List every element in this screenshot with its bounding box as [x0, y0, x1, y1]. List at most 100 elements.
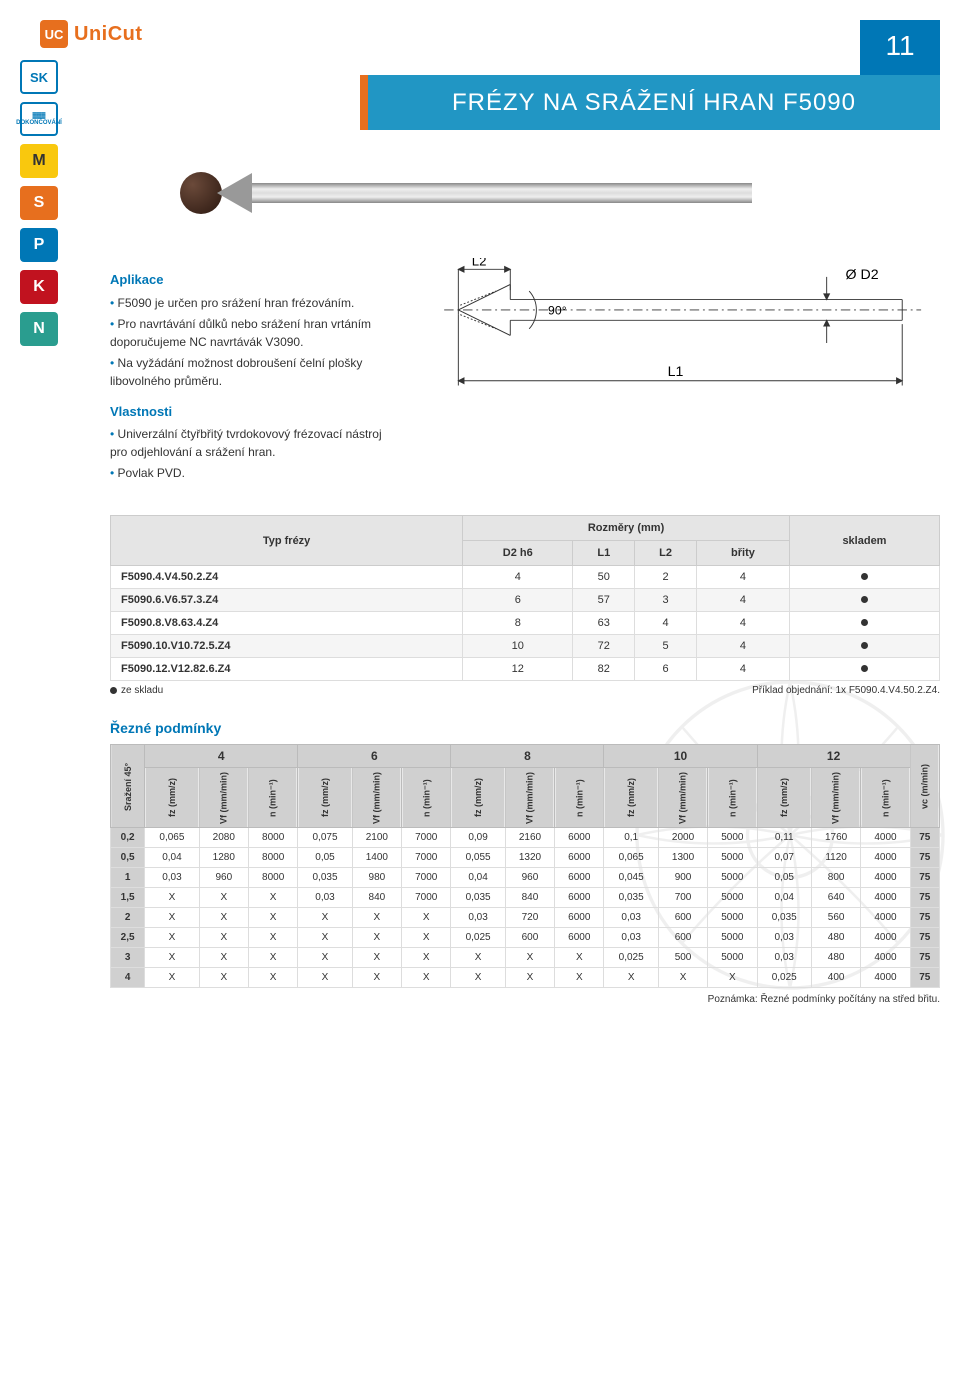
cut-cell: X [298, 948, 352, 968]
cut-cell: 5000 [708, 908, 757, 928]
cut-cell: 1300 [658, 848, 707, 868]
cut-cell: 840 [352, 888, 401, 908]
cell-value: 3 [635, 589, 697, 612]
badge-sk: SK [20, 60, 58, 94]
cut-cell: 840 [505, 888, 554, 908]
cell-value: 4 [697, 589, 790, 612]
cut-cell: 4000 [861, 948, 910, 968]
cut-sub-header: fz (mm/z) [757, 768, 811, 828]
cell-value: 4 [697, 658, 790, 681]
tool-side-view [252, 183, 752, 203]
cut-cell: X [199, 888, 248, 908]
table-row: F5090.12.V12.82.6.Z4128264 [111, 658, 940, 681]
application-item: F5090 je určen pro srážení hran frézován… [110, 294, 390, 312]
cell-stock [789, 566, 939, 589]
cut-cell: 0,04 [451, 868, 505, 888]
cell-value: 8 [463, 612, 573, 635]
badge-s: S [20, 186, 58, 220]
cut-cell: 0,065 [145, 828, 199, 848]
cut-cell: 560 [811, 908, 860, 928]
cut-diameter-header: 10 [604, 745, 757, 768]
cut-diameter-header: 4 [145, 745, 298, 768]
cut-cell: 640 [811, 888, 860, 908]
cut-sub-header: n (min⁻¹) [248, 768, 297, 828]
cell-value: 10 [463, 635, 573, 658]
cut-sub-header: Vf (mm/min) [658, 768, 707, 828]
cut-cell: X [555, 968, 604, 988]
application-item: Na vyžádání možnost dobroušení čelní plo… [110, 354, 390, 390]
cut-cell: 1120 [811, 848, 860, 868]
cut-cell: 400 [811, 968, 860, 988]
cut-sub-header: fz (mm/z) [298, 768, 352, 828]
property-item: Povlak PVD. [110, 464, 390, 482]
cut-cell: 2080 [199, 828, 248, 848]
cut-diameter-header: 8 [451, 745, 604, 768]
cut-cell: 0,03 [604, 908, 658, 928]
note-example: Příklad objednání: 1x F5090.4.V4.50.2.Z4… [752, 685, 940, 696]
cut-vc-cell: 75 [910, 888, 939, 908]
cut-cell: 0,045 [604, 868, 658, 888]
cell-stock [789, 612, 939, 635]
table-row: F5090.6.V6.57.3.Z465734 [111, 589, 940, 612]
tool-tip-view [180, 172, 222, 214]
cell-type: F5090.6.V6.57.3.Z4 [111, 589, 463, 612]
cut-cell: X [248, 968, 297, 988]
badge-p: P [20, 228, 58, 262]
col-stock: skladem [789, 516, 939, 566]
brand-name: UniCut [74, 23, 143, 46]
cut-cell: 0,025 [451, 928, 505, 948]
cut-sub-header: Vf (mm/min) [199, 768, 248, 828]
properties-heading: Vlastnosti [110, 402, 390, 422]
cut-sub-header: n (min⁻¹) [555, 768, 604, 828]
cut-cell: 5000 [708, 868, 757, 888]
cut-cell: 6000 [555, 848, 604, 868]
cell-value: 72 [573, 635, 635, 658]
application-text: Aplikace F5090 je určen pro srážení hran… [110, 258, 390, 485]
cut-diameter-header: 12 [757, 745, 910, 768]
cut-cell: X [145, 888, 199, 908]
cut-cell: 7000 [402, 828, 451, 848]
cut-cell: 0,04 [757, 888, 811, 908]
cell-stock [789, 589, 939, 612]
property-item: Univerzální čtyřbřitý tvrdokovový frézov… [110, 425, 390, 461]
cut-cell: 1320 [505, 848, 554, 868]
cut-cell: X [145, 908, 199, 928]
cut-cell: 0,035 [604, 888, 658, 908]
cut-cell: X [505, 968, 554, 988]
table-row: F5090.4.V4.50.2.Z445024 [111, 566, 940, 589]
cut-cell: X [298, 928, 352, 948]
cut-cell: 0,03 [757, 948, 811, 968]
cut-row-label: 1,5 [111, 888, 145, 908]
cut-cell: X [451, 968, 505, 988]
cut-cell: X [505, 948, 554, 968]
cut-cell: X [199, 968, 248, 988]
cut-sub-header: fz (mm/z) [604, 768, 658, 828]
table-row: 10,0396080000,03598070000,0496060000,045… [111, 868, 940, 888]
dimensions-table: Typ frézy Rozměry (mm) skladem D2 h6L1L2… [110, 515, 940, 681]
cut-row-head: Sražení 45° [111, 745, 145, 828]
cut-cell: 0,035 [757, 908, 811, 928]
cut-cell: X [402, 968, 451, 988]
cutting-conditions-title: Řezné podmínky [110, 720, 940, 736]
cell-type: F5090.12.V12.82.6.Z4 [111, 658, 463, 681]
cell-type: F5090.8.V8.63.4.Z4 [111, 612, 463, 635]
cut-sub-header: fz (mm/z) [145, 768, 199, 828]
cut-cell: 600 [658, 928, 707, 948]
cut-cell: 4000 [861, 868, 910, 888]
dim-col-header: D2 h6 [463, 541, 573, 566]
cut-cell: 800 [811, 868, 860, 888]
cut-cell: X [555, 948, 604, 968]
cut-sub-header: Vf (mm/min) [352, 768, 401, 828]
cut-vc-cell: 75 [910, 908, 939, 928]
cell-value: 4 [697, 612, 790, 635]
cut-cell: 700 [658, 888, 707, 908]
cut-cell: 720 [505, 908, 554, 928]
application-item: Pro navrtávání důlků nebo srážení hran v… [110, 315, 390, 351]
dim-col-header: L1 [573, 541, 635, 566]
cut-cell: 0,03 [757, 928, 811, 948]
cut-cell: 600 [505, 928, 554, 948]
cut-cell: 1280 [199, 848, 248, 868]
cut-cell: 0,05 [298, 848, 352, 868]
cell-type: F5090.10.V10.72.5.Z4 [111, 635, 463, 658]
cut-cell: 0,03 [604, 928, 658, 948]
